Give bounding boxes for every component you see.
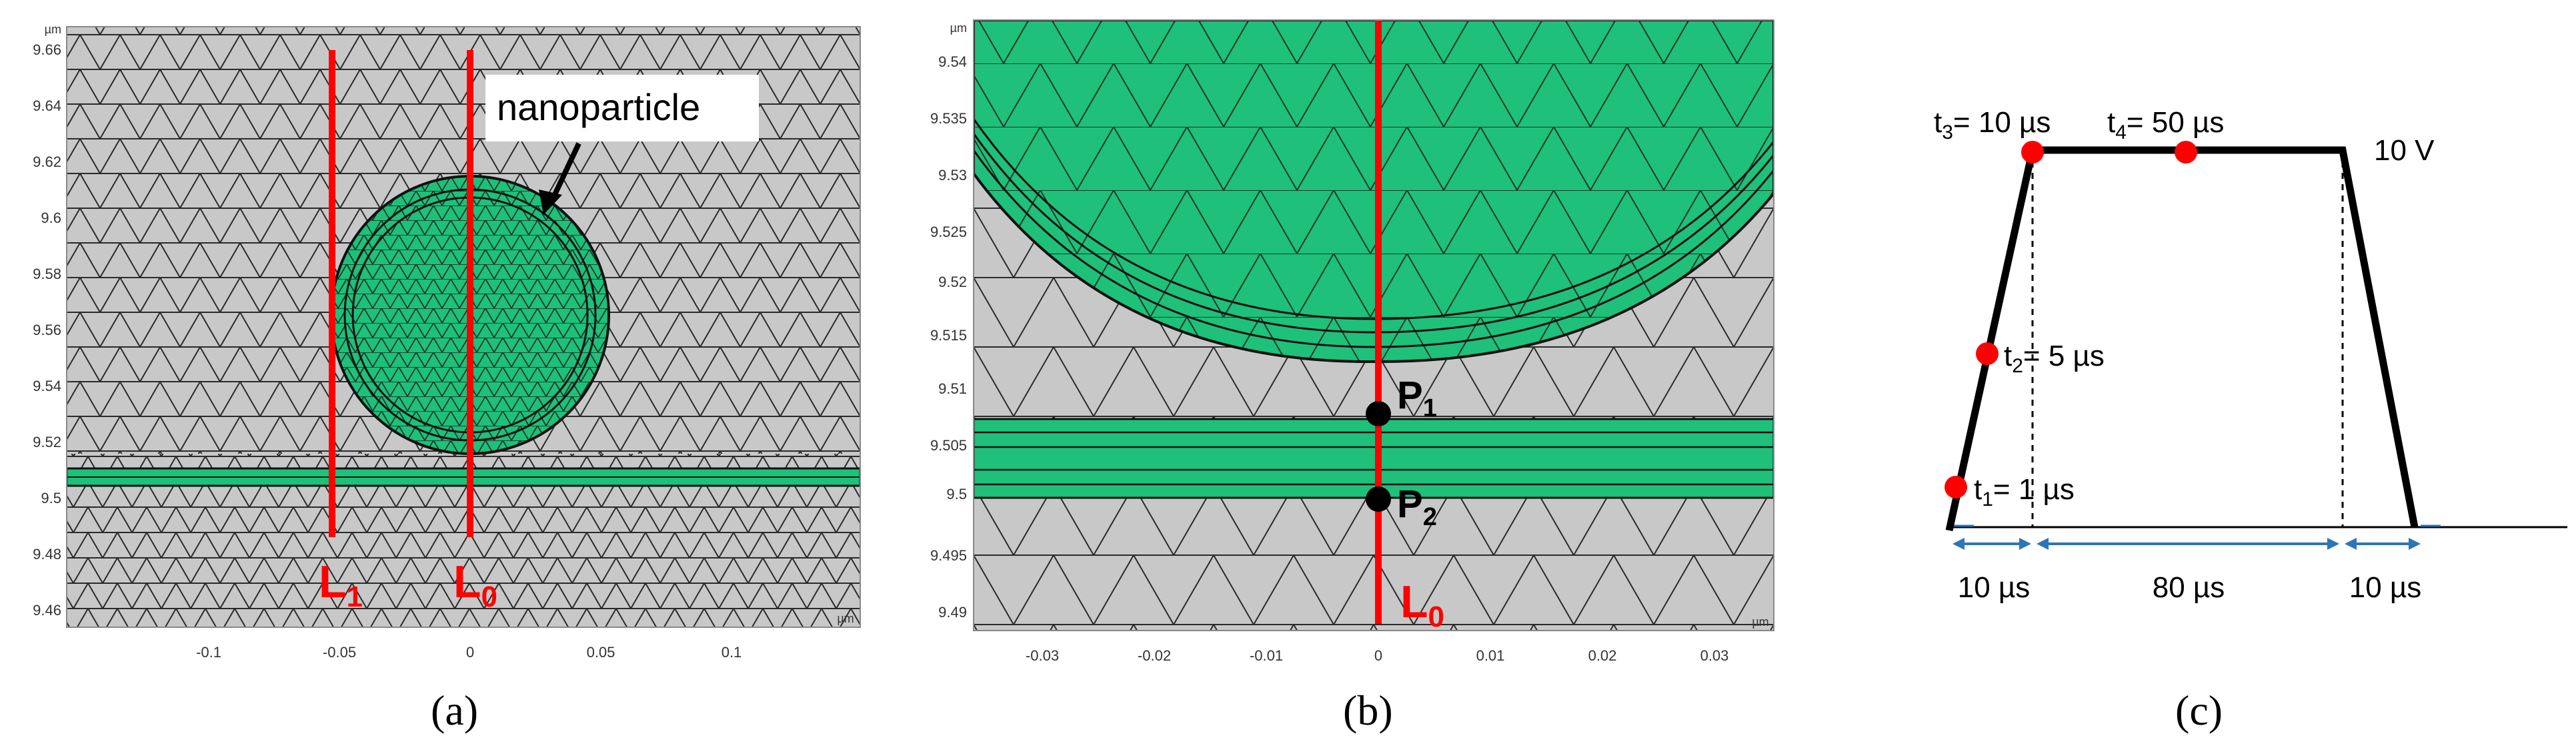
point-p1 [1366, 401, 1391, 426]
x-tick: -0.01 [1250, 647, 1283, 664]
arrow-right-icon [2327, 538, 2339, 550]
y-tick: 9.54 [938, 53, 967, 70]
arrow-left-icon [1953, 538, 1965, 550]
duration-arrows [1953, 538, 2421, 550]
x-tick: -0.03 [1026, 647, 1059, 664]
y-tick: 9.52 [938, 274, 967, 290]
x-tick: -0.02 [1138, 647, 1171, 664]
y-tick: 9.56 [33, 322, 61, 338]
panel-b-label: (b) [1343, 687, 1393, 734]
y-tick: 9.54 [33, 378, 61, 394]
y-unit: µm [45, 23, 61, 36]
panel-c-label: (c) [2175, 687, 2223, 734]
y-tick: 9.51 [938, 380, 967, 397]
x-tick: 0.05 [587, 644, 615, 661]
time-point-t3 [2021, 141, 2044, 163]
time-label-t2: t2= 5 µs [2004, 340, 2105, 377]
duration-fall: 10 µs [2349, 571, 2422, 604]
duration-rise: 10 µs [1958, 571, 2031, 604]
x-tick: 0.03 [1700, 647, 1729, 664]
y-tick: 9.66 [33, 41, 61, 58]
y-tick: 9.6 [41, 210, 61, 226]
line-label-l1: L1 [319, 556, 363, 613]
point-p2 [1366, 486, 1391, 512]
y-tick: 9.49 [938, 604, 967, 621]
y-tick: 9.53 [938, 167, 967, 183]
panel-c-pulse-diagram: t1= 1 µs t2= 5 µs t3= 10 µs t4= 50 µs 10… [1934, 106, 2567, 604]
y-tick: 9.48 [33, 546, 61, 563]
x-tick: 0.01 [1476, 647, 1505, 664]
arrow-left-icon [2037, 538, 2049, 550]
y-unit: µm [950, 21, 967, 35]
panel-a-plot: 9.66 9.64 9.62 9.6 9.58 9.56 9.54 9.52 9… [33, 23, 861, 661]
y-tick: 9.525 [930, 224, 967, 240]
panel-a-x-ticks: -0.1 -0.05 0 0.05 0.1 [196, 644, 742, 661]
x-unit: µm [837, 612, 854, 625]
x-tick: 0.02 [1588, 647, 1617, 664]
y-tick: 9.62 [33, 153, 61, 170]
y-tick: 9.64 [33, 97, 61, 114]
panel-b-y-ticks: 9.54 9.535 9.53 9.525 9.52 9.515 9.51 9.… [930, 53, 967, 621]
point-label-p1: P1 [1397, 374, 1437, 422]
y-tick: 9.52 [33, 434, 61, 450]
panel-a-label: (a) [431, 687, 479, 734]
nanoparticle-annotation: nanoparticle [497, 86, 700, 128]
time-point-t1 [1945, 476, 1967, 498]
arrow-right-icon [2409, 538, 2421, 550]
point-label-p2: P2 [1397, 482, 1437, 531]
panel-b-x-ticks: -0.03 -0.02 -0.01 0 0.01 0.02 0.03 [1026, 647, 1728, 664]
y-tick: 9.535 [930, 110, 967, 127]
y-tick: 9.505 [930, 437, 967, 454]
duration-plateau: 80 µs [2153, 571, 2225, 604]
x-tick: 0 [466, 644, 474, 661]
y-tick: 9.5 [946, 486, 967, 502]
panel-a-y-ticks: 9.66 9.64 9.62 9.6 9.58 9.56 9.54 9.52 9… [33, 41, 61, 619]
x-tick: 0 [1374, 647, 1382, 664]
time-label-t3: t3= 10 µs [1934, 106, 2051, 143]
y-tick: 9.58 [33, 266, 61, 282]
time-point-t2 [1976, 342, 1999, 365]
y-tick: 9.5 [41, 490, 61, 506]
voltage-label: 10 V [2374, 134, 2435, 167]
x-tick: -0.05 [323, 644, 356, 661]
time-point-t4 [2175, 141, 2197, 163]
x-tick: 0.1 [722, 644, 742, 661]
y-tick: 9.495 [930, 547, 967, 564]
time-label-t1: t1= 1 µs [1974, 473, 2075, 510]
y-tick: 9.46 [33, 602, 61, 619]
arrow-left-icon [2345, 538, 2357, 550]
annotation-arrow-icon [539, 190, 562, 215]
x-tick: -0.1 [196, 644, 221, 661]
x-unit: µm [1752, 615, 1768, 629]
y-tick: 9.515 [930, 327, 967, 344]
line-label-l0: L0 [453, 556, 497, 613]
panel-b-plot: 9.54 9.535 9.53 9.525 9.52 9.515 9.51 9.… [930, 19, 1774, 664]
line-label-l0: L0 [1400, 577, 1444, 633]
time-label-t4: t4= 50 µs [2107, 106, 2224, 143]
arrow-right-icon [2019, 538, 2031, 550]
